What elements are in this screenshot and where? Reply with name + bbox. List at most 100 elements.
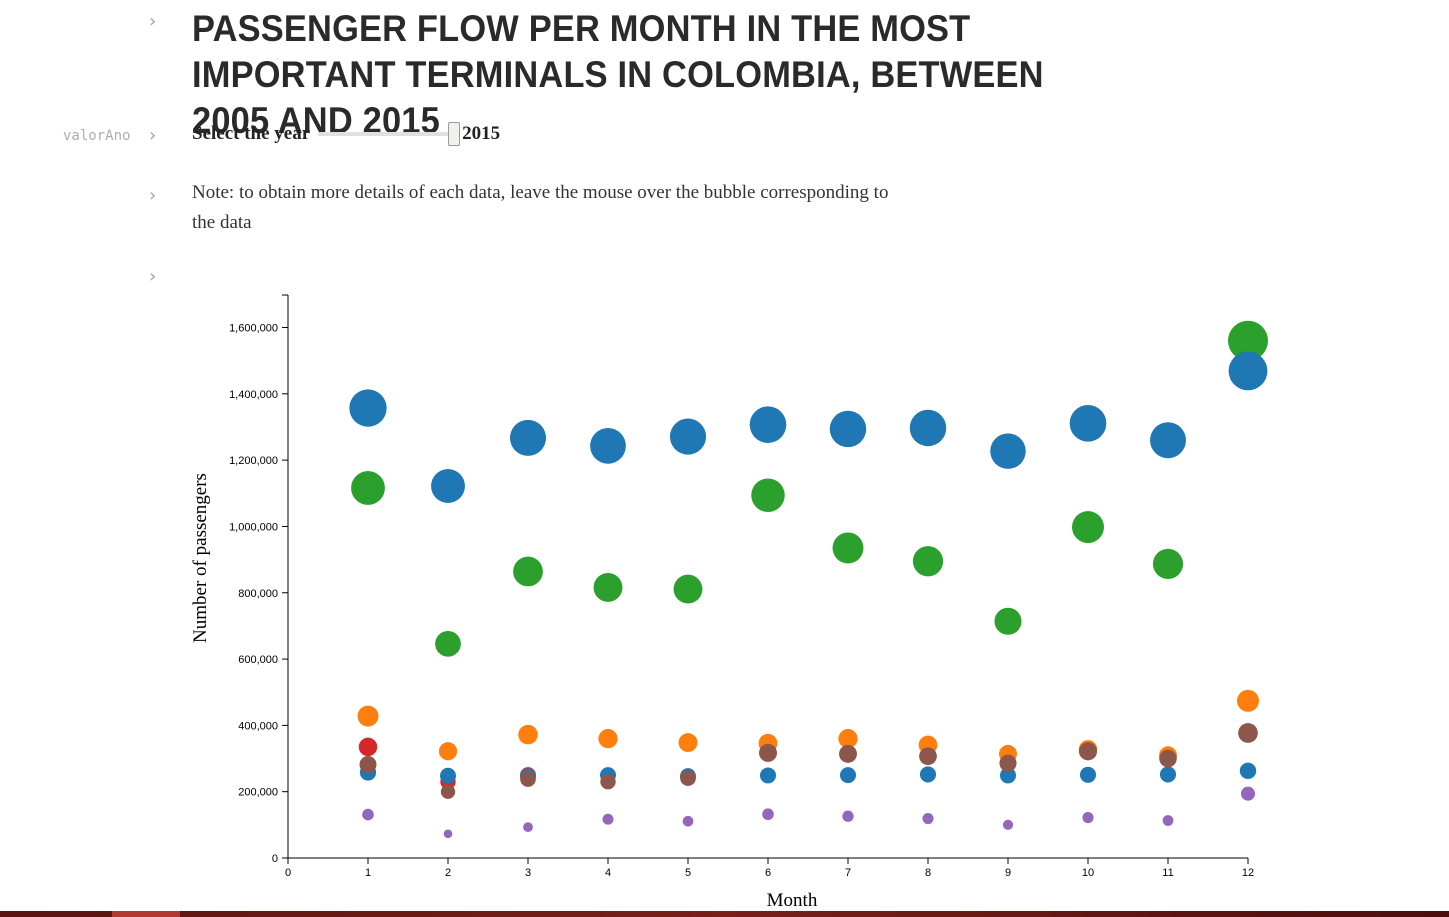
bubble-series-3-month-12 [1238,723,1258,743]
bubble-series-2-month-10 [1079,766,1097,783]
x-tick-label: 3 [525,867,531,879]
year-slider-thumb[interactable] [448,122,461,146]
bubble-series-5-month-12 [1228,320,1268,361]
bubble-series-1-month-5 [678,733,698,753]
bubble-series-2-month-12 [1239,762,1257,780]
x-tick-label: 11 [1162,867,1173,879]
bubble-series-3-month-7 [839,744,857,763]
bubble-series-5-month-11 [1152,548,1184,579]
bubble-series-3-month-11 [1159,749,1177,768]
bubble-series-6-month-11 [1150,422,1186,459]
bubble-series-2-month-11 [1159,766,1177,783]
bubble-series-2-month-9 [1000,767,1016,784]
y-axis-label: Number of passengers [190,473,211,643]
bubble-series-5-month-4 [593,572,623,602]
bubble-series-6-month-12 [1228,351,1268,391]
x-tick-label: 7 [845,867,851,879]
bubble-series-3-month-4 [600,774,616,790]
bubble-series-3-month-5 [680,770,696,786]
bubble-series-6-month-5 [669,418,707,455]
cell-4-toggle-arrow[interactable]: › [149,266,157,287]
bubble-series-6-month-1 [349,389,387,427]
bubble-series-4-month-12 [1240,786,1256,801]
y-tick-label: 1,000,000 [229,521,278,533]
x-tick-label: 4 [605,867,611,879]
bubble-series-3-month-9 [999,754,1017,772]
page-title: PASSENGER FLOW PER MONTH IN THE MOST IMP… [192,8,1044,141]
bubble-series-2-month-2 [440,767,456,784]
bubble-series-3-month-10 [1078,742,1098,761]
y-tick-label: 0 [272,853,278,865]
bubble-series-2-month-6 [760,767,776,784]
year-slider-label: Select the year [192,123,311,144]
bubble-series-6-month-8 [909,409,947,447]
bubble-series-1-month-3 [518,724,538,745]
bubble-series-4-month-6 [762,808,774,821]
bubble-series-6-month-9 [990,433,1026,469]
bubble-series-5-month-10 [1072,511,1104,544]
year-slider[interactable] [318,122,461,146]
bubble-series-4-month-4 [602,813,614,825]
bubble-series-3-month-6 [758,743,778,762]
bubble-series-1-month-1 [357,705,379,727]
bubble-series-5-month-3 [513,556,543,587]
bubble-series-4-month-1 [362,808,374,821]
x-tick-label: 1 [365,867,371,879]
bubble-series-5-month-2 [435,630,461,657]
bubble-series-5-month-5 [673,574,703,604]
bubble-series-4-month-3 [523,822,533,833]
hover-note: Note: to obtain more details of each dat… [192,182,889,233]
bubble-series-4-month-9 [1002,819,1014,830]
bubble-series-2-month-7 [839,767,857,784]
year-slider-value: 2015 [462,123,501,144]
bubble-series-0-month-1 [358,737,378,757]
bubble-series-6-month-3 [509,419,547,456]
cell-3-toggle-arrow[interactable]: › [149,185,157,206]
bubble-series-4-month-5 [682,815,694,827]
year-slider-row: Select the year 2015 [192,120,500,148]
bubble-series-6-month-10 [1069,404,1107,442]
bubble-series-6-month-6 [749,406,787,443]
bubble-series-4-month-11 [1162,815,1174,826]
bubble-series-5-month-1 [351,471,385,505]
y-tick-label: 800,000 [238,588,278,600]
bubble-series-1-month-12 [1236,689,1260,712]
y-tick-label: 1,200,000 [229,455,278,467]
y-tick-label: 1,400,000 [229,389,278,401]
bubble-series-3-month-8 [919,747,937,766]
bubble-series-6-month-4 [590,428,626,464]
bubble-series-5-month-7 [832,532,864,564]
bubble-series-3-month-2 [440,784,456,799]
bubble-series-5-month-6 [751,478,785,513]
bubble-series-5-month-8 [912,546,944,577]
bubble-series-1-month-2 [438,742,458,761]
bottom-bar [0,911,1449,917]
x-tick-label: 10 [1082,867,1094,879]
x-axis-label: Month [767,890,818,911]
x-tick-label: 12 [1242,867,1254,879]
x-tick-label: 9 [1005,867,1011,879]
y-tick-label: 400,000 [238,720,278,732]
x-tick-label: 0 [285,867,291,879]
bubble-series-2-month-8 [919,766,937,783]
bubble-series-4-month-2 [443,829,453,839]
bubble-series-4-month-7 [842,810,854,822]
x-tick-label: 6 [765,867,771,879]
bubble-series-6-month-2 [431,469,465,503]
x-tick-label: 2 [445,867,451,879]
y-tick-label: 200,000 [238,787,278,799]
bubble-series-1-month-7 [838,729,858,749]
cell-variable-name: valorAno [63,128,131,144]
cell-2-toggle-arrow[interactable]: › [149,125,157,146]
bubble-series-6-month-7 [829,410,867,448]
bubble-series-3-month-1 [359,755,377,774]
bubble-series-4-month-8 [922,813,934,825]
x-tick-label: 8 [925,867,931,879]
x-tick-label: 5 [685,867,691,879]
bubble-series-5-month-9 [994,607,1022,635]
bubble-series-1-month-4 [598,729,618,749]
y-tick-label: 1,600,000 [229,323,278,335]
cell-1-toggle-arrow[interactable]: › [149,11,157,32]
y-tick-label: 600,000 [238,654,278,666]
